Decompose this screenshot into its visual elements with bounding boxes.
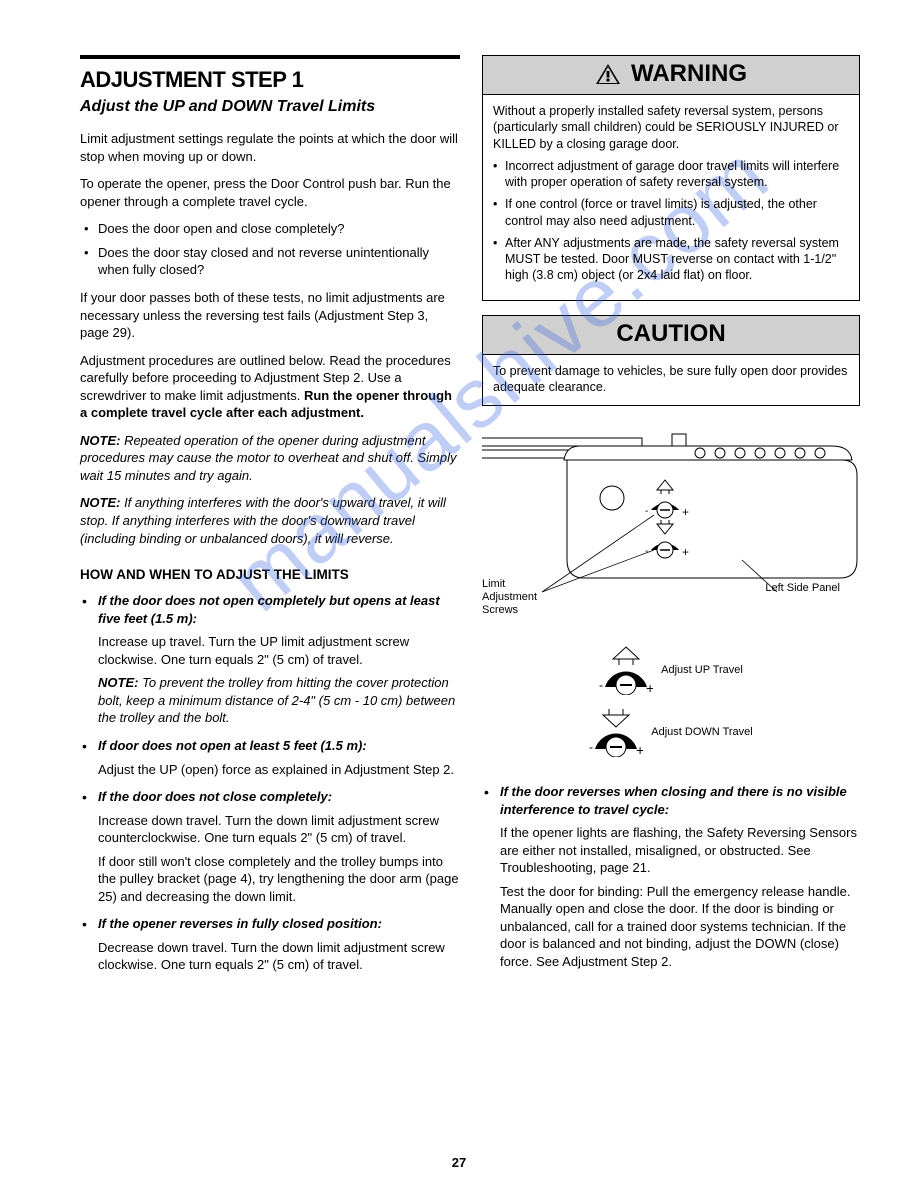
adjust-item-1: If the door does not open completely but… (80, 592, 460, 727)
question-list: Does the door open and close completely?… (80, 220, 460, 279)
down-dial-row: -+ Adjust DOWN Travel (482, 707, 860, 757)
adjust-4-head: If the opener reverses in fully closed p… (98, 916, 382, 931)
adjust-item-4: If the opener reverses in fully closed p… (80, 915, 460, 974)
adjust-2-head: If door does not open at least 5 feet (1… (98, 738, 367, 753)
adjust-2-body: Adjust the UP (open) force as explained … (98, 761, 460, 779)
warning-bullet-3: After ANY adjustments are made, the safe… (493, 235, 849, 284)
warning-header: WARNING (483, 56, 859, 95)
adjust-3-head: If the door does not close completely: (98, 789, 332, 804)
limit-screws-label: LimitAdjustmentScrews (482, 578, 537, 618)
adjust-1-body: Increase up travel. Turn the UP limit ad… (98, 633, 460, 668)
left-side-panel-label: Left Side Panel (765, 582, 840, 595)
svg-text:-: - (599, 678, 603, 692)
svg-text:-: - (645, 546, 648, 557)
svg-text:+: + (682, 505, 689, 519)
adjust-3-body2: If door still won't close completely and… (98, 853, 460, 906)
warning-box: WARNING Without a properly installed saf… (482, 55, 860, 301)
adjust-5-body1: If the opener lights are flashing, the S… (500, 824, 860, 877)
up-dial-icon: -+ (599, 645, 653, 695)
warning-bullet-2: If one control (force or travel limits) … (493, 196, 849, 229)
pass-test-p: If your door passes both of these tests,… (80, 289, 460, 342)
note-2-label: NOTE: (80, 495, 120, 510)
title-rule (80, 55, 460, 59)
adjust-3-body: Increase down travel. Turn the down limi… (98, 812, 460, 847)
warning-triangle-icon (595, 63, 621, 85)
question-2: Does the door stay closed and not revers… (80, 244, 460, 279)
warning-body: Without a properly installed safety reve… (483, 95, 859, 300)
adjust-up-label: Adjust UP Travel (661, 664, 743, 676)
step-title: ADJUSTMENT STEP 1 (80, 67, 460, 93)
adjust-1-note-body: To prevent the trolley from hitting the … (98, 675, 455, 725)
adjust-1-head: If the door does not open completely but… (98, 593, 440, 626)
down-dial-icon: -+ (589, 707, 643, 757)
left-column: ADJUSTMENT STEP 1 Adjust the UP and DOWN… (80, 55, 460, 984)
question-1: Does the door open and close completely? (80, 220, 460, 238)
intro-p1: Limit adjustment settings regulate the p… (80, 130, 460, 165)
svg-text:-: - (589, 740, 593, 754)
caution-body: To prevent damage to vehicles, be sure f… (483, 355, 859, 406)
note-2-body: If anything interferes with the door's u… (80, 495, 446, 545)
step-subtitle: Adjust the UP and DOWN Travel Limits (80, 97, 460, 116)
caution-box: CAUTION To prevent damage to vehicles, b… (482, 315, 860, 407)
intro-p2: To operate the opener, press the Door Co… (80, 175, 460, 210)
dial-reference: -+ Adjust UP Travel -+ Adjust DOWN Trave… (482, 645, 860, 757)
adjust-5-body2: Test the door for binding: Pull the emer… (500, 883, 860, 971)
adjust-item-2: If door does not open at least 5 feet (1… (80, 737, 460, 778)
up-dial-row: -+ Adjust UP Travel (482, 645, 860, 695)
svg-text:-: - (645, 506, 648, 517)
adjust-list: If the door does not open completely but… (80, 592, 460, 974)
caution-title: CAUTION (616, 320, 725, 348)
warning-intro: Without a properly installed safety reve… (493, 103, 849, 152)
adjust-1-note: NOTE: To prevent the trolley from hittin… (98, 674, 460, 727)
adjust-item-3: If the door does not close completely: I… (80, 788, 460, 905)
note-1-body: Repeated operation of the opener during … (80, 433, 456, 483)
opener-svg: - + - + (482, 420, 860, 605)
opener-diagram: -+ -+ LimitAdjustmentScrews Left Side Pa… (482, 420, 860, 605)
adjust-down-label: Adjust DOWN Travel (651, 726, 752, 738)
note-1-label: NOTE: (80, 433, 120, 448)
svg-text:+: + (646, 680, 653, 695)
adjust-4-body: Decrease down travel. Turn the down limi… (98, 939, 460, 974)
adjust-item-5: If the door reverses when closing and th… (482, 783, 860, 970)
warning-bullet-1: Incorrect adjustment of garage door trav… (493, 158, 849, 191)
content-columns: ADJUSTMENT STEP 1 Adjust the UP and DOWN… (80, 55, 858, 984)
svg-text:+: + (636, 742, 643, 757)
note-1: NOTE: Repeated operation of the opener d… (80, 432, 460, 485)
right-column: WARNING Without a properly installed saf… (482, 55, 860, 984)
how-when-heading: HOW AND WHEN TO ADJUST THE LIMITS (80, 567, 460, 582)
page-number: 27 (452, 1155, 466, 1170)
svg-text:+: + (682, 545, 689, 559)
warning-bullets: Incorrect adjustment of garage door trav… (493, 158, 849, 284)
caution-header: CAUTION (483, 316, 859, 355)
right-adjust-list: If the door reverses when closing and th… (482, 783, 860, 970)
procedure-p: Adjustment procedures are outlined below… (80, 352, 460, 422)
warning-title: WARNING (631, 60, 747, 88)
adjust-1-note-label: NOTE: (98, 675, 138, 690)
note-2: NOTE: If anything interferes with the do… (80, 494, 460, 547)
adjust-5-head: If the door reverses when closing and th… (500, 784, 847, 817)
